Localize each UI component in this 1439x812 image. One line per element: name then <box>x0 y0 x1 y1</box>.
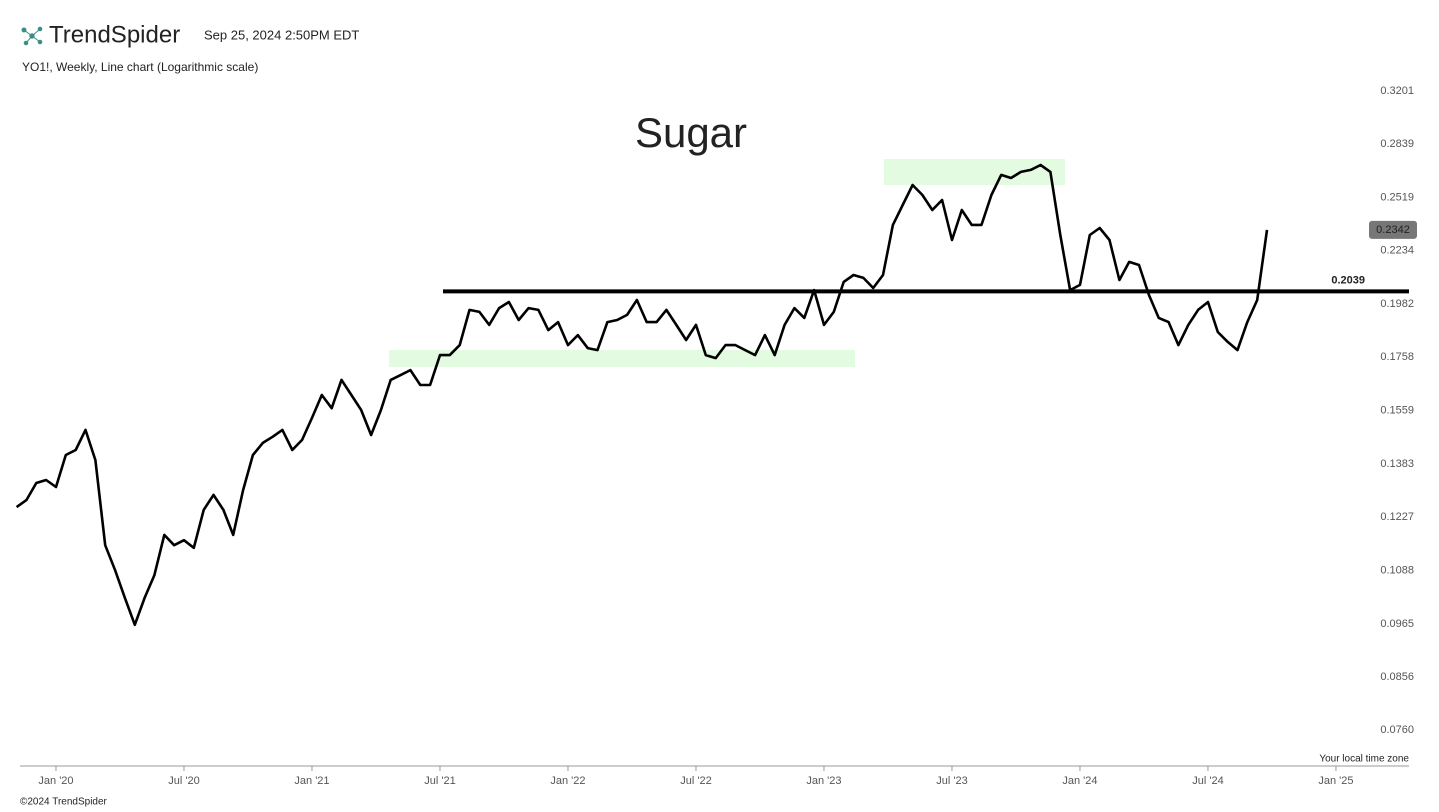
subtitle: YO1!, Weekly, Line chart (Logarithmic sc… <box>22 60 258 74</box>
x-tick-label: Jan '22 <box>550 775 585 787</box>
y-tick-label: 0.1559 <box>1380 405 1414 417</box>
y-tick-label: 0.2519 <box>1380 191 1414 203</box>
last-price-badge <box>1369 220 1417 239</box>
x-tick-label: Jan '24 <box>1062 775 1097 787</box>
level-label: 0.2039 <box>1331 274 1365 286</box>
x-tick-label: Jul '22 <box>680 775 711 787</box>
x-tick-label: Jul '24 <box>1192 775 1223 787</box>
x-tick-label: Jan '20 <box>38 775 73 787</box>
y-tick-label: 0.1758 <box>1380 351 1414 363</box>
y-tick-label: 0.0965 <box>1380 618 1414 630</box>
y-tick-label: 0.0760 <box>1380 724 1414 736</box>
copyright: ©2024 TrendSpider <box>20 797 108 808</box>
y-tick-label: 0.1383 <box>1380 458 1414 470</box>
x-tick-label: Jan '25 <box>1318 775 1353 787</box>
x-tick-label: Jan '21 <box>294 775 329 787</box>
y-tick-label: 0.1982 <box>1380 298 1414 310</box>
last-price-label: 0.2342 <box>1376 224 1410 236</box>
logo-icon <box>21 26 43 46</box>
y-tick-label: 0.1088 <box>1380 564 1414 576</box>
timezone-note: Your local time zone <box>1319 754 1409 765</box>
support-zone <box>389 350 855 367</box>
y-tick-label: 0.2234 <box>1380 245 1414 257</box>
x-tick-label: Jan '23 <box>806 775 841 787</box>
x-tick-label: Jul '20 <box>168 775 199 787</box>
timestamp: Sep 25, 2024 2:50PM EDT <box>204 27 359 42</box>
x-tick-label: Jul '23 <box>936 775 967 787</box>
brand: TrendSpider <box>49 21 180 48</box>
price-line <box>15 163 1269 627</box>
y-tick-label: 0.2839 <box>1380 138 1414 150</box>
chart-title: Sugar <box>635 109 747 156</box>
y-tick-label: 0.1227 <box>1380 511 1414 523</box>
y-tick-label: 0.3201 <box>1380 85 1414 97</box>
y-tick-label: 0.0856 <box>1380 671 1414 683</box>
resistance-zone <box>884 159 1065 185</box>
x-tick-label: Jul '21 <box>424 775 455 787</box>
